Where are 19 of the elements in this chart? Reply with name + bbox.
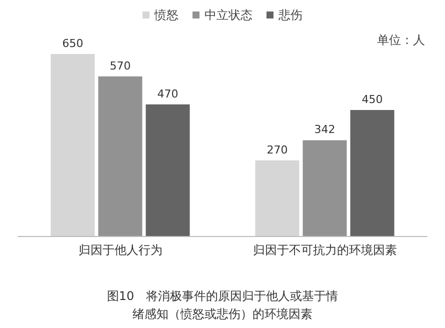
data-label: 342 [314, 123, 336, 136]
data-label: 470 [157, 87, 178, 100]
legend-label: 悲伤 [278, 8, 302, 22]
bar [50, 54, 95, 236]
legend-label: 愤怒 [154, 8, 178, 22]
bar [98, 76, 142, 236]
bar [302, 140, 347, 236]
x-tick-label: 归因于他人行为 [78, 243, 162, 257]
data-label: 450 [362, 93, 383, 106]
data-label: 270 [266, 143, 288, 156]
data-label: 570 [110, 59, 131, 72]
bar [350, 110, 394, 236]
legend-label: 中立状态 [204, 8, 252, 22]
x-tick-label: 归因于不可抗力的环境因素 [252, 243, 397, 257]
text: 图10 将消极事件的原因归于他人或基于情绪感知（愤怒或悲伤）的环境因素 [106, 289, 338, 321]
bar [146, 104, 190, 236]
data-label: 650 [62, 37, 84, 50]
text: 单位：人 [377, 33, 425, 47]
bar [255, 160, 300, 236]
